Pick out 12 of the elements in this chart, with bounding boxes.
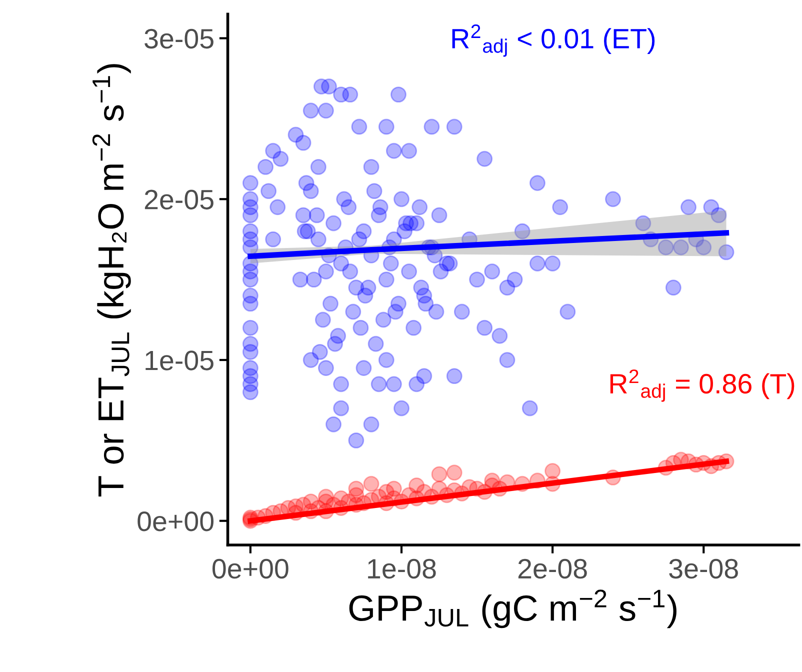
x-tick-label: 2e-08 [518, 558, 587, 579]
annotation: R$^{2}$$_{adj}$ = 0.86 (T) [610, 369, 794, 402]
y-tick-label: 0e+00 [138, 512, 214, 532]
y-tick-label: 3e-05 [144, 28, 214, 49]
x-axis-title: GPP$_{JUL}$ (gC m$^{−2}$ s$^{−1}$) [349, 590, 676, 628]
x-tick-label: 3e-08 [669, 558, 738, 579]
x-tick-label: 0e+00 [212, 558, 288, 579]
y-tick-label: 1e-05 [146, 350, 214, 370]
y-tick-label: 2e-05 [144, 190, 214, 210]
x-tick-label: 1e-08 [368, 558, 436, 579]
annotation: R$^{2}$$_{adj}$ < 0.01 (ET) [452, 24, 655, 57]
y-axis-title: T or ET$_{JUL}$ (kgH₂O m$^{−2}$ s$^{−1}$) [92, 64, 131, 496]
